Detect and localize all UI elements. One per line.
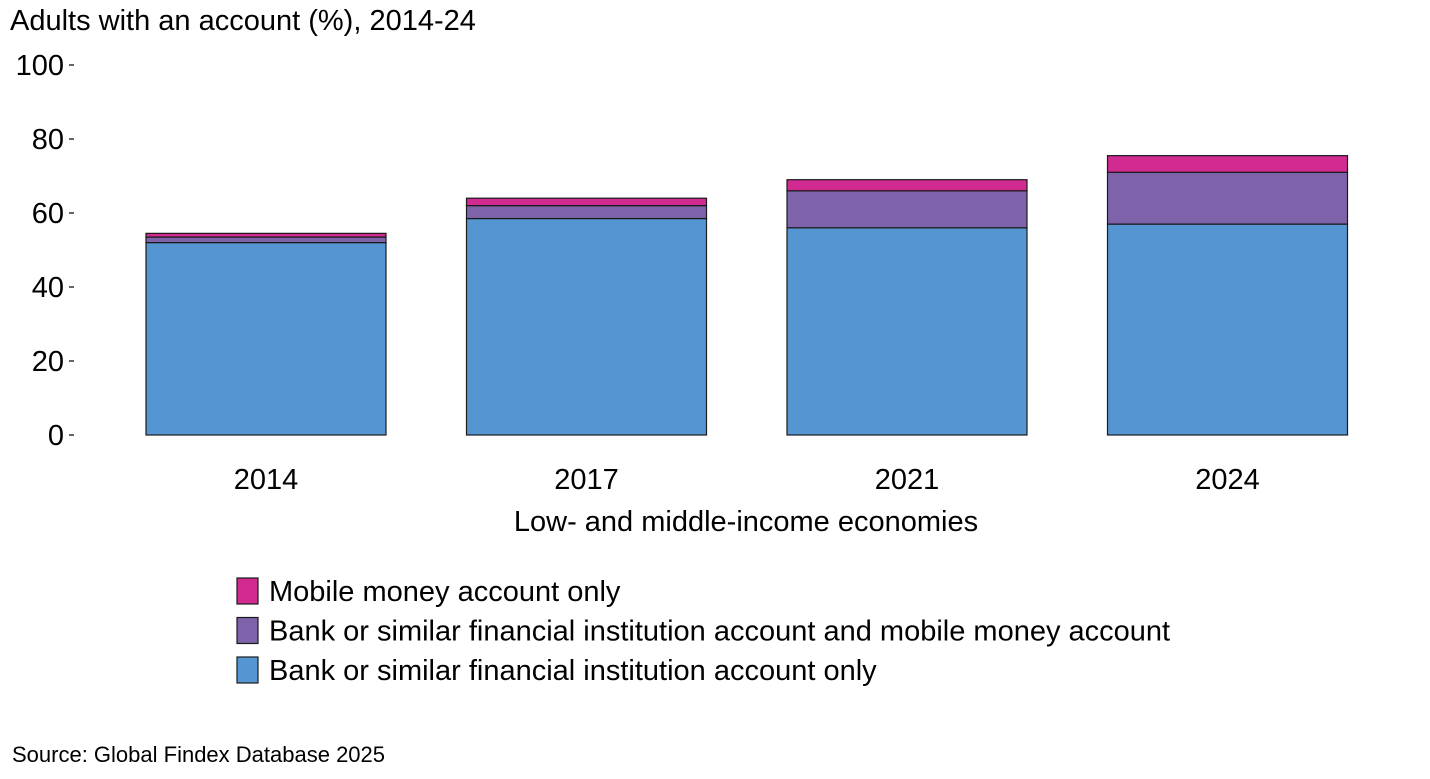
x-tick-label: 2017 (554, 464, 619, 496)
bar-segment (786, 227, 1028, 436)
legend-label: Bank or similar financial institution ac… (269, 616, 1170, 648)
bar-segment (145, 236, 387, 244)
x-axis-label: Low- and middle-income economies (514, 506, 978, 538)
legend-label: Bank or similar financial institution ac… (269, 655, 877, 687)
x-tick-label: 2024 (1195, 464, 1260, 496)
y-tick-label: 100 (16, 50, 64, 82)
source-note: Source: Global Findex Database 2025 (12, 742, 385, 767)
bars (145, 155, 1349, 436)
y-tick-label: 40 (32, 272, 64, 304)
legend: Mobile money account only Bank or similar… (236, 576, 1170, 687)
y-tick-label: 20 (32, 346, 64, 378)
bar-segment (1106, 223, 1349, 436)
legend-label: Mobile money account only (269, 576, 621, 608)
legend-swatch (236, 656, 259, 684)
y-tick-label: 80 (32, 124, 64, 156)
legend-swatch (236, 577, 259, 605)
y-axis: 0 20 40 60 80 100 (16, 50, 74, 452)
x-tick-label: 2014 (234, 464, 299, 496)
bar-segment (465, 217, 708, 436)
bar-segment (465, 197, 708, 207)
chart-title: Adults with an account (%), 2014-24 (10, 5, 476, 37)
bar-segment (465, 205, 708, 220)
y-tick-label: 0 (48, 420, 64, 452)
bar-segment (145, 232, 387, 238)
x-axis: 2014 2017 2021 2024 (234, 464, 1260, 496)
bar-segment (1106, 171, 1349, 225)
bar-segment (786, 190, 1028, 229)
bar-segment (1106, 155, 1349, 173)
bar-segment (145, 242, 387, 436)
x-tick-label: 2021 (875, 464, 940, 496)
legend-swatch (236, 616, 259, 645)
bar-segment (786, 179, 1028, 192)
y-tick-label: 60 (32, 198, 64, 230)
